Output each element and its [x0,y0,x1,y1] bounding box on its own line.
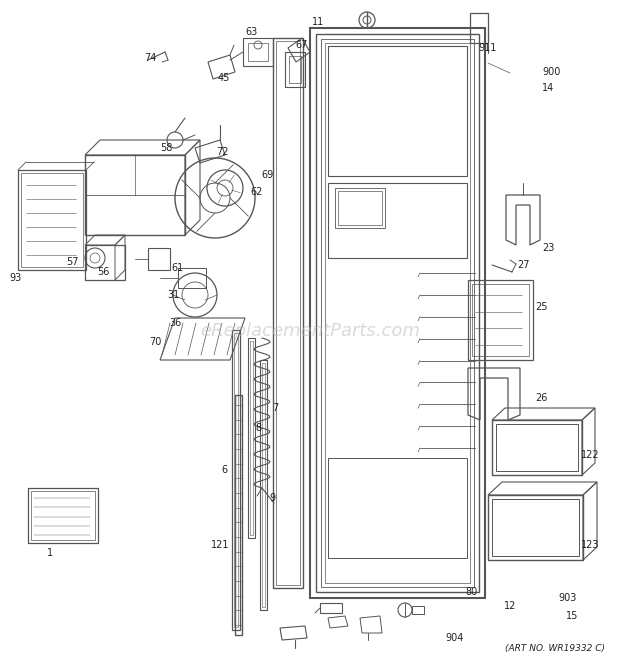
Text: 57: 57 [66,257,78,267]
Text: 61: 61 [172,263,184,273]
Text: 8: 8 [255,423,261,433]
Bar [85,155,185,235]
Text: 121: 121 [211,540,229,550]
Bar [148,248,170,270]
Text: 56: 56 [97,267,109,277]
Text: 6: 6 [221,465,227,475]
Bar [260,360,267,610]
Text: 26: 26 [535,393,547,403]
Text: 123: 123 [581,540,600,550]
Text: 9: 9 [269,493,275,503]
Text: 7: 7 [272,403,278,413]
Bar [325,43,470,583]
Text: 900: 900 [543,67,561,77]
Bar [232,330,240,630]
Bar [496,424,578,471]
Bar [28,488,98,543]
Bar [468,280,533,360]
Bar [285,52,305,87]
Bar [492,499,579,556]
Bar [31,491,95,540]
Bar [276,41,300,585]
Text: 25: 25 [534,302,547,312]
Text: 1: 1 [47,548,53,558]
Bar [321,39,474,587]
Text: 23: 23 [542,243,554,253]
Bar [492,420,582,475]
Bar [310,28,485,598]
Text: 12: 12 [504,601,516,611]
Text: (ART NO. WR19332 C): (ART NO. WR19332 C) [505,644,605,652]
Bar [243,38,273,66]
Bar [338,191,382,225]
Text: 911: 911 [479,43,497,53]
Bar [289,56,301,83]
Text: 31: 31 [167,290,179,300]
Text: 122: 122 [581,450,600,460]
Bar [328,46,467,176]
Bar [335,188,385,228]
Bar [262,363,265,607]
Bar [320,603,342,613]
Bar [178,268,206,288]
Bar [470,13,488,43]
Text: 67: 67 [296,40,308,50]
Bar [18,170,86,270]
Text: 58: 58 [160,143,172,153]
Text: 15: 15 [566,611,578,621]
Text: 70: 70 [149,337,161,347]
Bar [273,38,303,588]
Bar [235,395,242,635]
Bar [250,341,253,535]
Text: 904: 904 [446,633,464,643]
Bar [488,495,583,560]
Bar [85,245,125,280]
Text: 63: 63 [246,27,258,37]
Text: eReplacementParts.com: eReplacementParts.com [200,321,420,340]
Bar [248,43,268,61]
Bar [248,338,255,538]
Bar [328,458,467,558]
Text: 62: 62 [251,187,263,197]
Text: 27: 27 [518,260,530,270]
Text: 80: 80 [466,587,478,597]
Text: 11: 11 [312,17,324,27]
Text: 45: 45 [218,73,230,83]
Bar [316,34,479,592]
Text: 14: 14 [542,83,554,93]
Bar [472,284,529,356]
Text: 903: 903 [559,593,577,603]
Bar [328,183,467,258]
Text: 69: 69 [262,170,274,180]
Bar [21,173,83,267]
Text: 74: 74 [144,53,156,63]
Text: 36: 36 [169,318,181,328]
Bar [234,333,238,627]
Bar [412,606,424,614]
Text: 93: 93 [9,273,21,283]
Text: 72: 72 [216,147,228,157]
